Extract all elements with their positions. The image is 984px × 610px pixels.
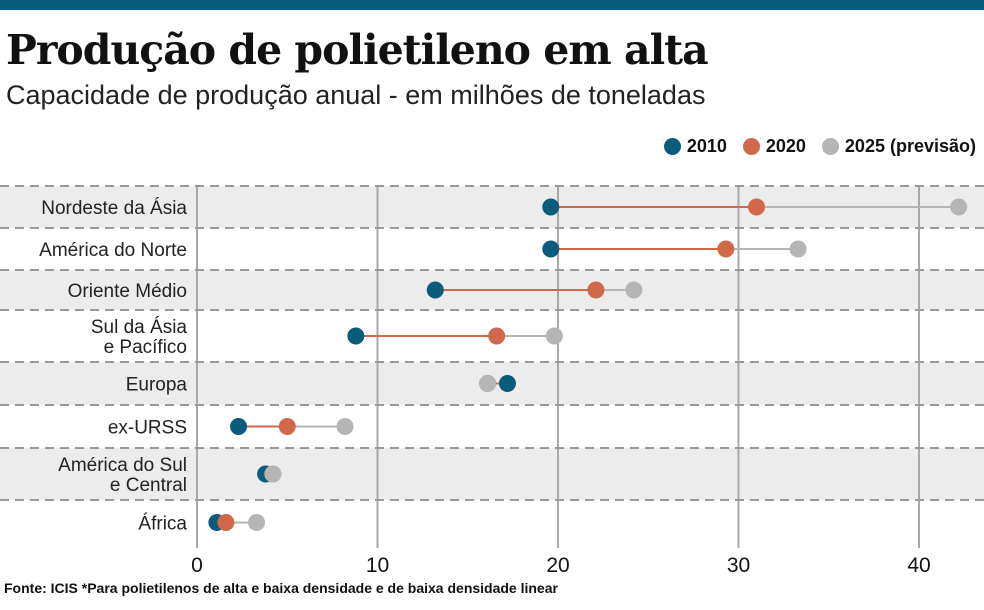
- category-label: ex-URSS: [108, 418, 187, 439]
- footer-source: Fonte: ICIS *Para polietilenos de alta e…: [4, 580, 558, 596]
- category-label: África: [138, 514, 187, 535]
- legend-dot-2025: [821, 138, 839, 155]
- x-tick-label: 10: [366, 554, 389, 577]
- category-label: Nordeste da Ásia: [41, 198, 187, 219]
- dot-2010: [542, 240, 560, 258]
- top-bar: [0, 0, 984, 10]
- dot-2025: [336, 418, 354, 435]
- dot-2010: [542, 198, 560, 216]
- x-tick-label: 30: [727, 554, 750, 577]
- legend-label: 2010: [686, 136, 727, 156]
- dot-2010: [230, 418, 248, 435]
- dot-2020: [748, 198, 766, 216]
- legend-label: 2025 (previsão): [844, 136, 976, 156]
- dot-2020: [717, 240, 735, 258]
- legend-dot-2010: [663, 138, 681, 155]
- legend-item-2010: 2010: [663, 136, 727, 157]
- dot-2025: [789, 240, 807, 258]
- legend: 2010 2020 2025 (previsão): [663, 136, 976, 157]
- category-label: e Pacífico: [104, 337, 187, 358]
- dot-2020: [278, 418, 296, 435]
- chart-title: Produção de polietileno em alta: [6, 26, 709, 74]
- category-label: América do Norte: [39, 240, 187, 261]
- category-label: e Central: [110, 475, 187, 496]
- dot-2020: [488, 327, 506, 345]
- dot-2025: [950, 198, 968, 216]
- category-label: Europa: [126, 375, 188, 396]
- dot-2020: [587, 281, 605, 299]
- x-tick-label: 0: [191, 554, 203, 577]
- legend-label: 2020: [765, 136, 806, 156]
- dot-2025: [264, 465, 282, 483]
- dot-2010: [426, 281, 444, 299]
- category-label: Sul da Ásia: [91, 317, 188, 338]
- category-label: América do Sul: [58, 455, 187, 476]
- dot-2025: [248, 514, 266, 531]
- dot-2025: [479, 375, 497, 392]
- legend-item-2020: 2020: [742, 136, 806, 157]
- legend-dot-2020: [742, 138, 760, 155]
- dot-2010: [347, 327, 365, 345]
- row-band: [0, 448, 984, 500]
- dot-2010: [498, 375, 516, 392]
- dot-2020: [217, 514, 235, 531]
- x-tick-label: 40: [907, 554, 930, 577]
- category-label: Oriente Médio: [68, 281, 187, 302]
- dot-2025: [545, 327, 563, 345]
- legend-item-2025: 2025 (previsão): [821, 136, 976, 157]
- dot-2025: [625, 281, 643, 299]
- chart-subtitle: Capacidade de produção anual - em milhõe…: [6, 80, 706, 110]
- x-tick-label: 20: [546, 554, 569, 577]
